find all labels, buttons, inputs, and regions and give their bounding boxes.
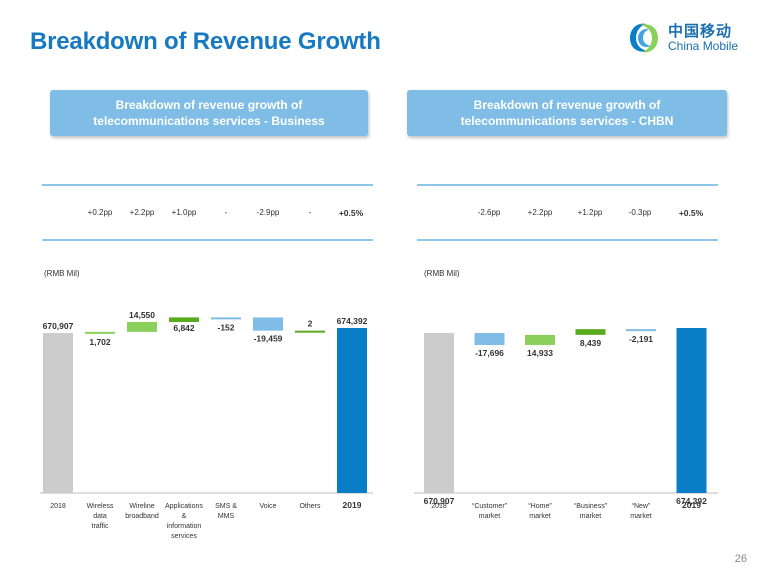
chbn-bar-customer-market — [474, 333, 505, 345]
business-category-label-applications-information-services-0: Applications — [165, 503, 203, 510]
chbn-unit-label: (RMB Mil) — [424, 269, 460, 278]
logo-chinese-text: 中国移动 — [668, 23, 733, 40]
chbn-category-label-2019-0: 2019 — [682, 500, 701, 510]
chbn-value-label-2019: 674,392 — [676, 496, 707, 506]
chbn-pp-top-rule — [417, 184, 718, 186]
chbn-pp-home: +2.2pp — [527, 208, 553, 217]
chbn-heading-line-1: Breakdown of revenue growth of — [473, 98, 661, 112]
business-pp-top-rule — [42, 184, 373, 186]
chbn-heading-line-2: telecommunications services - CHBN — [460, 114, 674, 128]
chbn-bar-2018 — [424, 333, 454, 493]
china-mobile-logo-icon — [630, 23, 658, 53]
business-value-label-applications-information-services: 6,842 — [173, 323, 195, 333]
chbn-pp-bottom-rule — [417, 239, 718, 241]
business-bar-sms-mms — [211, 317, 241, 320]
chbn-value-label-business-market: 8,439 — [580, 338, 602, 348]
business-category-label-wireless-data-traffic-1: data — [93, 513, 107, 520]
business-bar-2019 — [337, 328, 367, 493]
business-category-label-2019-0: 2019 — [343, 500, 362, 510]
business-category-label-2018-0: 2018 — [50, 503, 66, 510]
business-bar-wireline-broadband — [127, 322, 157, 332]
business-category-label-wireline-broadband-1: broadband — [125, 513, 159, 520]
business-pp-voice: -2.9pp — [256, 208, 280, 217]
business-category-label-wireless-data-traffic-2: traffic — [92, 523, 109, 530]
business-category-label-others-0: Others — [299, 503, 321, 510]
chbn-category-label-customer-market-1: market — [479, 513, 500, 520]
business-category-label-wireless-data-traffic-0: Wireless — [87, 503, 114, 510]
business-value-label-2019: 674,392 — [337, 316, 368, 326]
business-bar-2018 — [43, 333, 73, 493]
business-value-label-voice: -19,459 — [254, 334, 283, 344]
chbn-bar-business-market — [575, 329, 606, 335]
business-unit-label: (RMB Mil) — [44, 269, 80, 278]
business-category-label-wireline-broadband-0: Wireline — [129, 503, 154, 510]
business-category-label-applications-information-services-2: information — [167, 523, 202, 530]
chbn-value-label-home-market: 14,933 — [527, 348, 553, 358]
chbn-value-label-customer-market: -17,696 — [475, 348, 504, 358]
chbn-category-label-customer-market-0: “Customer” — [472, 503, 508, 510]
business-heading-line-2: telecommunications services - Business — [93, 114, 325, 128]
chbn-bar-new-market — [626, 329, 656, 332]
chbn-category-label-new-market-1: market — [630, 513, 651, 520]
business-pp-total: +0.5% — [338, 208, 364, 218]
chbn-pp-customer: -2.6pp — [477, 208, 501, 217]
chbn-bar-2019 — [676, 328, 707, 493]
business-pp-others: - — [308, 208, 312, 217]
chbn-pp-business: +1.2pp — [577, 208, 603, 217]
business-bar-others — [295, 330, 325, 333]
business-value-label-2018: 670,907 — [43, 321, 74, 331]
business-category-label-voice-0: Voice — [259, 503, 276, 510]
chbn-category-label-home-market-1: market — [529, 513, 550, 520]
business-pp-sms: - — [224, 208, 228, 217]
chbn-category-label-business-market-1: market — [580, 513, 601, 520]
business-category-label-applications-information-services-3: services — [171, 533, 197, 540]
business-pp-bottom-rule — [42, 239, 373, 241]
business-bar-wireless-data-traffic — [85, 331, 115, 334]
business-category-label-sms-mms-0: SMS & — [215, 503, 237, 510]
chbn-value-label-new-market: -2,191 — [629, 334, 653, 344]
business-pp-wireline: +2.2pp — [129, 208, 155, 217]
business-heading-line-1: Breakdown of revenue growth of — [115, 98, 303, 112]
business-pp-applications: +1.0pp — [171, 208, 197, 217]
page-title: Breakdown of Revenue Growth — [30, 28, 381, 55]
business-value-label-wireless-data-traffic: 1,702 — [89, 337, 111, 347]
chbn-category-label-home-market-0: “Home” — [528, 503, 552, 510]
chbn-category-label-business-market-0: “Business” — [574, 503, 608, 510]
business-value-label-wireline-broadband: 14,550 — [129, 310, 155, 320]
china-mobile-logo: 中国移动 China Mobile — [624, 18, 744, 60]
chbn-category-label-new-market-0: “New” — [632, 503, 651, 510]
business-pp-wireless: +0.2pp — [87, 208, 113, 217]
chbn-pp-new: -0.3pp — [628, 208, 652, 217]
business-category-label-sms-mms-1: MMS — [218, 513, 235, 520]
logo-english-text: China Mobile — [668, 39, 739, 53]
business-bar-voice — [253, 317, 283, 331]
business-value-label-sms-mms: -152 — [217, 322, 234, 332]
business-category-label-applications-information-services-1: & — [182, 513, 187, 520]
chbn-panel-heading: Breakdown of revenue growth of telecommu… — [407, 90, 727, 136]
page-number: 26 — [734, 553, 747, 565]
business-panel-heading: Breakdown of revenue growth of telecommu… — [50, 90, 368, 136]
business-value-label-others: 2 — [308, 319, 313, 329]
chbn-value-label-2018: 670,907 — [424, 496, 455, 506]
chbn-bar-home-market — [525, 334, 555, 345]
business-bar-applications-information-services — [169, 317, 199, 323]
chbn-pp-total: +0.5% — [678, 208, 704, 218]
chbn-category-label-2018-0: 2018 — [431, 503, 447, 510]
